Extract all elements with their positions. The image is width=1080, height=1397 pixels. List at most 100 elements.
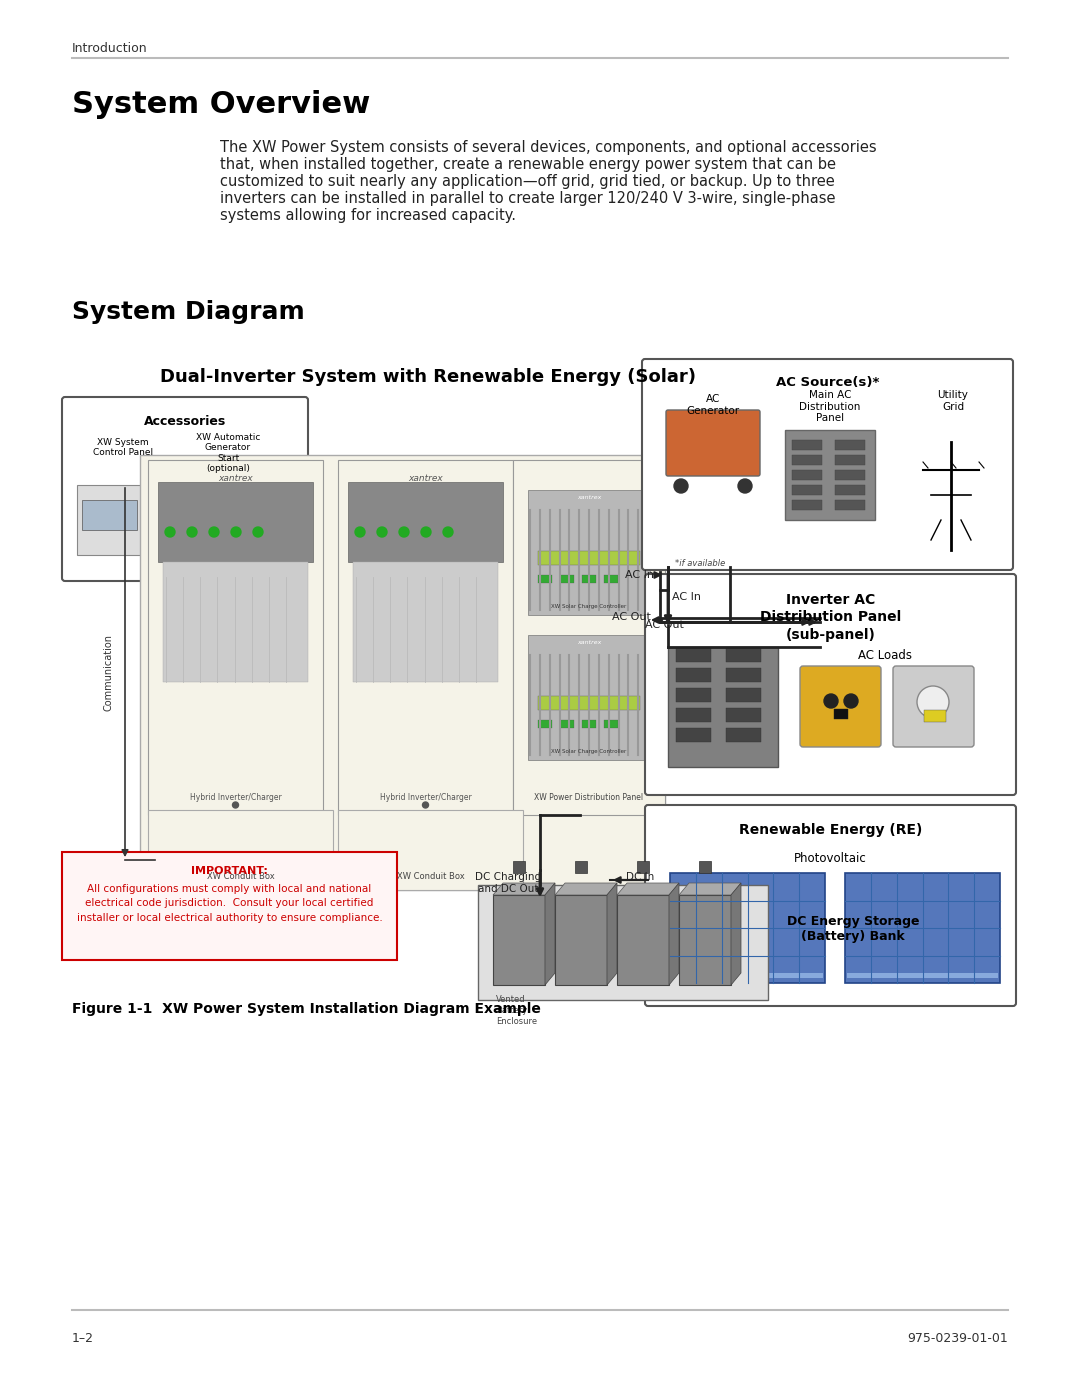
Text: Hybrid Inverter/Charger: Hybrid Inverter/Charger	[190, 793, 282, 802]
Bar	[637, 861, 649, 873]
Bar	[835, 469, 865, 481]
Bar	[62, 852, 397, 960]
Bar	[538, 550, 640, 564]
Bar	[492, 895, 545, 985]
Circle shape	[231, 527, 241, 536]
Bar	[538, 576, 552, 583]
Bar	[148, 810, 333, 890]
Text: Renewable Energy (RE): Renewable Energy (RE)	[739, 823, 922, 837]
Text: Vented
Battery
Enclosure: Vented Battery Enclosure	[496, 995, 537, 1027]
Text: DC In: DC In	[626, 872, 654, 882]
Text: DC Energy Storage
(Battery) Bank: DC Energy Storage (Battery) Bank	[786, 915, 919, 943]
Bar	[669, 647, 778, 767]
FancyBboxPatch shape	[666, 409, 760, 476]
Bar	[792, 469, 822, 481]
Bar	[792, 440, 822, 450]
Bar	[555, 895, 607, 985]
Bar	[726, 687, 761, 703]
Polygon shape	[607, 883, 617, 985]
Bar	[561, 576, 573, 583]
Text: XW Power Distribution Panel: XW Power Distribution Panel	[535, 793, 644, 802]
Circle shape	[674, 479, 688, 493]
Bar	[604, 576, 618, 583]
Text: AC In: AC In	[672, 592, 701, 602]
Circle shape	[843, 694, 858, 708]
Text: XW Conduit Box: XW Conduit Box	[396, 872, 464, 882]
Bar	[676, 728, 711, 742]
Bar	[835, 440, 865, 450]
Bar	[77, 485, 177, 555]
Text: System Diagram: System Diagram	[72, 300, 305, 324]
Text: XW Automatic
Generator
Start
(optional): XW Automatic Generator Start (optional)	[195, 433, 260, 474]
Bar	[672, 972, 823, 978]
FancyBboxPatch shape	[800, 666, 881, 747]
FancyBboxPatch shape	[645, 805, 1016, 1006]
Circle shape	[165, 541, 171, 546]
FancyBboxPatch shape	[645, 574, 1016, 795]
Bar	[528, 636, 650, 760]
Circle shape	[355, 527, 365, 536]
Circle shape	[187, 527, 197, 536]
Text: XW Conduit Box: XW Conduit Box	[206, 872, 274, 882]
Bar	[676, 648, 711, 662]
Text: inverters can be installed in parallel to create larger 120/240 V 3-wire, single: inverters can be installed in parallel t…	[220, 191, 836, 205]
Bar	[699, 861, 711, 873]
Bar	[676, 668, 711, 682]
Text: All configurations must comply with local and national
electrical code jurisdict: All configurations must comply with loca…	[77, 884, 382, 923]
Text: Hybrid Inverter/Charger: Hybrid Inverter/Charger	[380, 793, 471, 802]
Circle shape	[165, 527, 175, 536]
Bar	[348, 482, 503, 562]
Bar	[726, 708, 761, 722]
Text: AC Loads: AC Loads	[859, 650, 913, 662]
FancyBboxPatch shape	[893, 666, 974, 747]
Polygon shape	[731, 883, 741, 985]
Bar	[163, 562, 308, 682]
Bar	[353, 562, 498, 682]
Circle shape	[204, 531, 210, 536]
Bar	[726, 728, 761, 742]
Circle shape	[399, 527, 409, 536]
Text: systems allowing for increased capacity.: systems allowing for increased capacity.	[220, 208, 516, 224]
Bar	[792, 455, 822, 465]
Text: Dual-Inverter System with Renewable Energy (Solar): Dual-Inverter System with Renewable Ener…	[160, 367, 696, 386]
Polygon shape	[617, 883, 679, 895]
Bar	[140, 455, 665, 890]
Bar	[617, 895, 669, 985]
Bar	[835, 500, 865, 510]
Circle shape	[151, 541, 157, 546]
Text: AC Source(s)*: AC Source(s)*	[775, 376, 879, 388]
Text: XW System
Control Panel: XW System Control Panel	[93, 439, 153, 457]
Text: xantrex: xantrex	[577, 495, 602, 500]
Bar	[193, 495, 253, 517]
Bar	[478, 886, 768, 1000]
Bar	[792, 500, 822, 510]
Circle shape	[253, 527, 264, 536]
Text: AC
Generator: AC Generator	[687, 394, 740, 415]
Circle shape	[377, 527, 387, 536]
Circle shape	[214, 531, 220, 536]
Text: AC Out: AC Out	[645, 620, 684, 630]
Bar	[513, 861, 525, 873]
Polygon shape	[545, 883, 555, 985]
Bar	[676, 687, 711, 703]
Circle shape	[194, 531, 200, 536]
Text: Accessories: Accessories	[144, 415, 226, 427]
Polygon shape	[492, 883, 555, 895]
Text: Utility
Grid: Utility Grid	[937, 390, 969, 412]
Bar	[835, 485, 865, 495]
Polygon shape	[669, 883, 679, 985]
Text: XW Solar Charge Controller: XW Solar Charge Controller	[552, 749, 626, 754]
Polygon shape	[679, 883, 741, 895]
Bar	[582, 719, 596, 728]
Text: XW Solar Charge Controller: XW Solar Charge Controller	[552, 604, 626, 609]
Bar	[82, 500, 137, 529]
Bar	[726, 668, 761, 682]
Text: AC In: AC In	[625, 570, 654, 580]
Circle shape	[917, 686, 949, 718]
Circle shape	[422, 802, 429, 807]
Text: System Overview: System Overview	[72, 89, 370, 119]
Bar	[792, 485, 822, 495]
Bar	[158, 482, 313, 562]
Circle shape	[443, 527, 453, 536]
Circle shape	[738, 479, 752, 493]
